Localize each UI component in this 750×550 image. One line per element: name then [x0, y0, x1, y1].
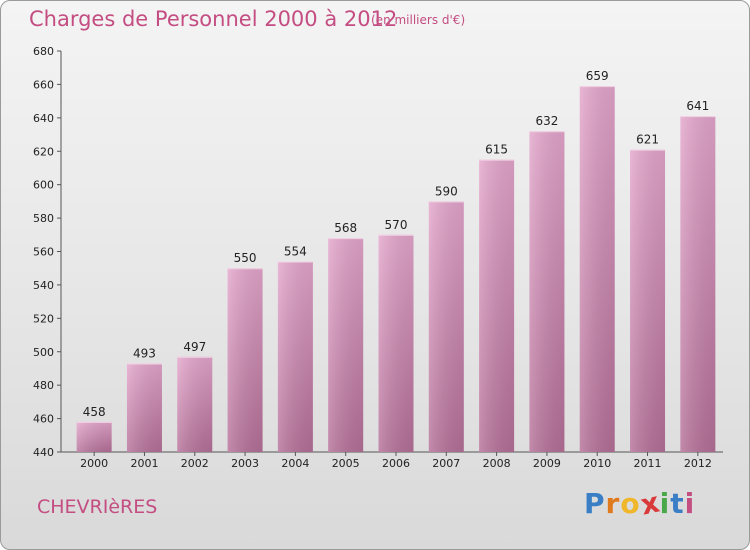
data-label: 590 — [435, 184, 458, 198]
bar-shade — [328, 238, 364, 452]
bar-shade — [277, 261, 313, 452]
logo-letter: i — [659, 487, 671, 520]
y-tick-label: 580 — [33, 212, 54, 225]
y-tick-label: 520 — [33, 312, 54, 325]
x-tick-label: 2012 — [684, 457, 712, 470]
data-label: 458 — [83, 405, 106, 419]
data-label: 615 — [485, 143, 508, 157]
chart-subtitle: (en milliers d'€) — [371, 13, 466, 27]
bar-shade — [126, 363, 162, 452]
commune-name: CHEVRIèRES — [37, 496, 158, 518]
y-tick-label: 500 — [33, 346, 54, 359]
data-label: 497 — [183, 340, 206, 354]
data-label: 554 — [284, 245, 307, 259]
logo-letter: i — [684, 487, 696, 520]
x-tick-label: 2001 — [130, 457, 158, 470]
x-tick-label: 2009 — [533, 457, 561, 470]
x-tick-label: 2005 — [332, 457, 360, 470]
bar-shade — [227, 268, 263, 452]
x-tick-label: 2004 — [281, 457, 309, 470]
data-label: 659 — [586, 69, 609, 83]
x-tick-label: 2008 — [483, 457, 511, 470]
logo-letter: r — [605, 487, 621, 520]
data-label: 641 — [686, 99, 709, 113]
x-tick-label: 2000 — [80, 457, 108, 470]
y-tick-label: 560 — [33, 246, 54, 259]
y-tick-label: 620 — [33, 145, 54, 158]
x-tick-label: 2006 — [382, 457, 410, 470]
bar-shade — [76, 421, 112, 452]
logo-letter: o — [620, 487, 641, 520]
bar-shade — [479, 159, 515, 452]
x-tick-label: 2003 — [231, 457, 259, 470]
data-label: 550 — [234, 251, 257, 265]
x-tick-label: 2011 — [634, 457, 662, 470]
x-tick-label: 2010 — [583, 457, 611, 470]
y-tick-label: 440 — [33, 446, 54, 459]
logo-letter: t — [670, 487, 685, 520]
proxiti-logo: Proxiti — [584, 485, 696, 521]
y-tick-label: 680 — [33, 45, 54, 58]
y-tick-label: 480 — [33, 379, 54, 392]
x-tick-label: 2007 — [432, 457, 460, 470]
bar-shade — [428, 201, 464, 452]
y-tick-label: 640 — [33, 112, 54, 125]
y-tick-label: 600 — [33, 179, 54, 192]
data-label: 621 — [636, 133, 659, 147]
data-label: 632 — [535, 114, 558, 128]
data-label: 570 — [385, 218, 408, 232]
bar-shade — [680, 116, 716, 452]
bar-shade — [177, 356, 213, 452]
data-label: 568 — [334, 221, 357, 235]
x-tick-label: 2002 — [181, 457, 209, 470]
y-tick-label: 460 — [33, 413, 54, 426]
y-tick-label: 540 — [33, 279, 54, 292]
bar-shade — [529, 131, 565, 452]
bar-shade — [630, 149, 666, 452]
bar-shade — [378, 234, 414, 452]
logo-letter: P — [584, 487, 606, 520]
bar-shade — [579, 86, 615, 453]
chart-title: Charges de Personnel 2000 à 2012 — [29, 7, 398, 31]
data-label: 493 — [133, 346, 156, 360]
y-tick-label: 660 — [33, 78, 54, 91]
